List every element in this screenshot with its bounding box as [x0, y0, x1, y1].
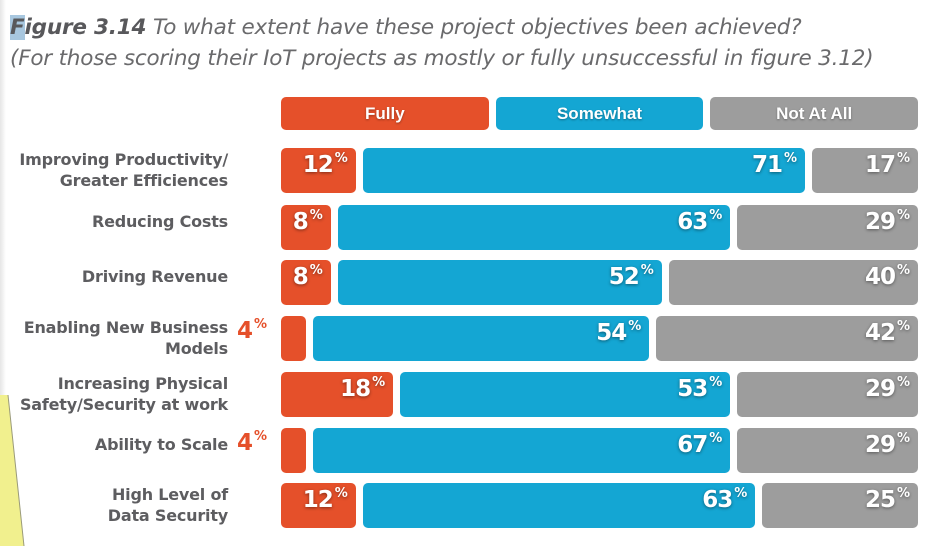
bar-somewhat: 54% [312, 316, 650, 361]
data-label: 63% [702, 486, 748, 513]
bar-not-at-all: 29% [737, 428, 918, 473]
bar-fully: 8% [281, 205, 331, 250]
category-label: Increasing Physical Safety/Security at wo… [19, 374, 228, 414]
bar-somewhat: 67% [312, 428, 731, 473]
data-label: 42% [864, 319, 910, 346]
data-label: 53% [677, 375, 723, 402]
data-label: 29% [864, 208, 910, 235]
data-label: 12% [302, 486, 348, 513]
bar-somewhat: 71% [362, 148, 806, 193]
figure-number-rest: igure 3.14 [24, 15, 147, 40]
category-label: Driving Revenue [81, 266, 228, 286]
data-label: 17% [864, 151, 910, 178]
category-label: Ability to Scale [94, 434, 228, 454]
data-label: 67% [677, 431, 723, 458]
data-label: 29% [864, 431, 910, 458]
bar-fully [281, 428, 306, 473]
data-label: 4% [237, 317, 268, 344]
legend-item-fully: Fully [281, 97, 489, 130]
bar-somewhat: 63% [337, 205, 731, 250]
data-label: 40% [864, 263, 910, 290]
data-label: 8% [292, 263, 323, 290]
data-label: 18% [340, 375, 386, 402]
data-label: 63% [677, 208, 723, 235]
data-label: 12% [302, 151, 348, 178]
bar-not-at-all: 17% [812, 148, 918, 193]
bar-somewhat: 63% [362, 483, 756, 528]
bar-fully [281, 316, 306, 361]
data-label: 54% [596, 319, 642, 346]
data-label: 71% [752, 151, 798, 178]
bar-not-at-all: 29% [737, 205, 918, 250]
bar-not-at-all: 40% [668, 260, 918, 305]
category-label: Enabling New Business Models [23, 318, 228, 358]
bar-not-at-all: 25% [762, 483, 918, 528]
chart-subtitle: (For those scoring their IoT projects as… [10, 46, 874, 71]
bar-not-at-all: 29% [737, 372, 918, 417]
bar-somewhat: 53% [400, 372, 731, 417]
title-question: To what extent have these project object… [152, 15, 802, 40]
category-label: Reducing Costs [91, 211, 228, 231]
bar-fully: 12% [281, 483, 356, 528]
bar-somewhat: 52% [337, 260, 662, 305]
category-label: High Level of Data Security [107, 485, 228, 525]
bar-not-at-all: 42% [656, 316, 918, 361]
legend-item-not-at-all: Not At All [710, 97, 918, 130]
bar-fully: 18% [281, 372, 394, 417]
chart-title: Figure 3.14 To what extent have these pr… [10, 12, 940, 74]
bar-fully: 12% [281, 148, 356, 193]
legend-item-somewhat: Somewhat [495, 97, 704, 130]
data-label: 25% [864, 486, 910, 513]
data-label: 8% [292, 208, 323, 235]
page-edge-shadow [0, 0, 6, 546]
data-label: 29% [864, 375, 910, 402]
data-label: 4% [237, 429, 268, 456]
data-label: 52% [608, 263, 654, 290]
bar-fully: 8% [281, 260, 331, 305]
figure-number: Figure 3.14 [10, 15, 147, 40]
category-label: Improving Productivity/Greater Efficienc… [19, 150, 228, 190]
